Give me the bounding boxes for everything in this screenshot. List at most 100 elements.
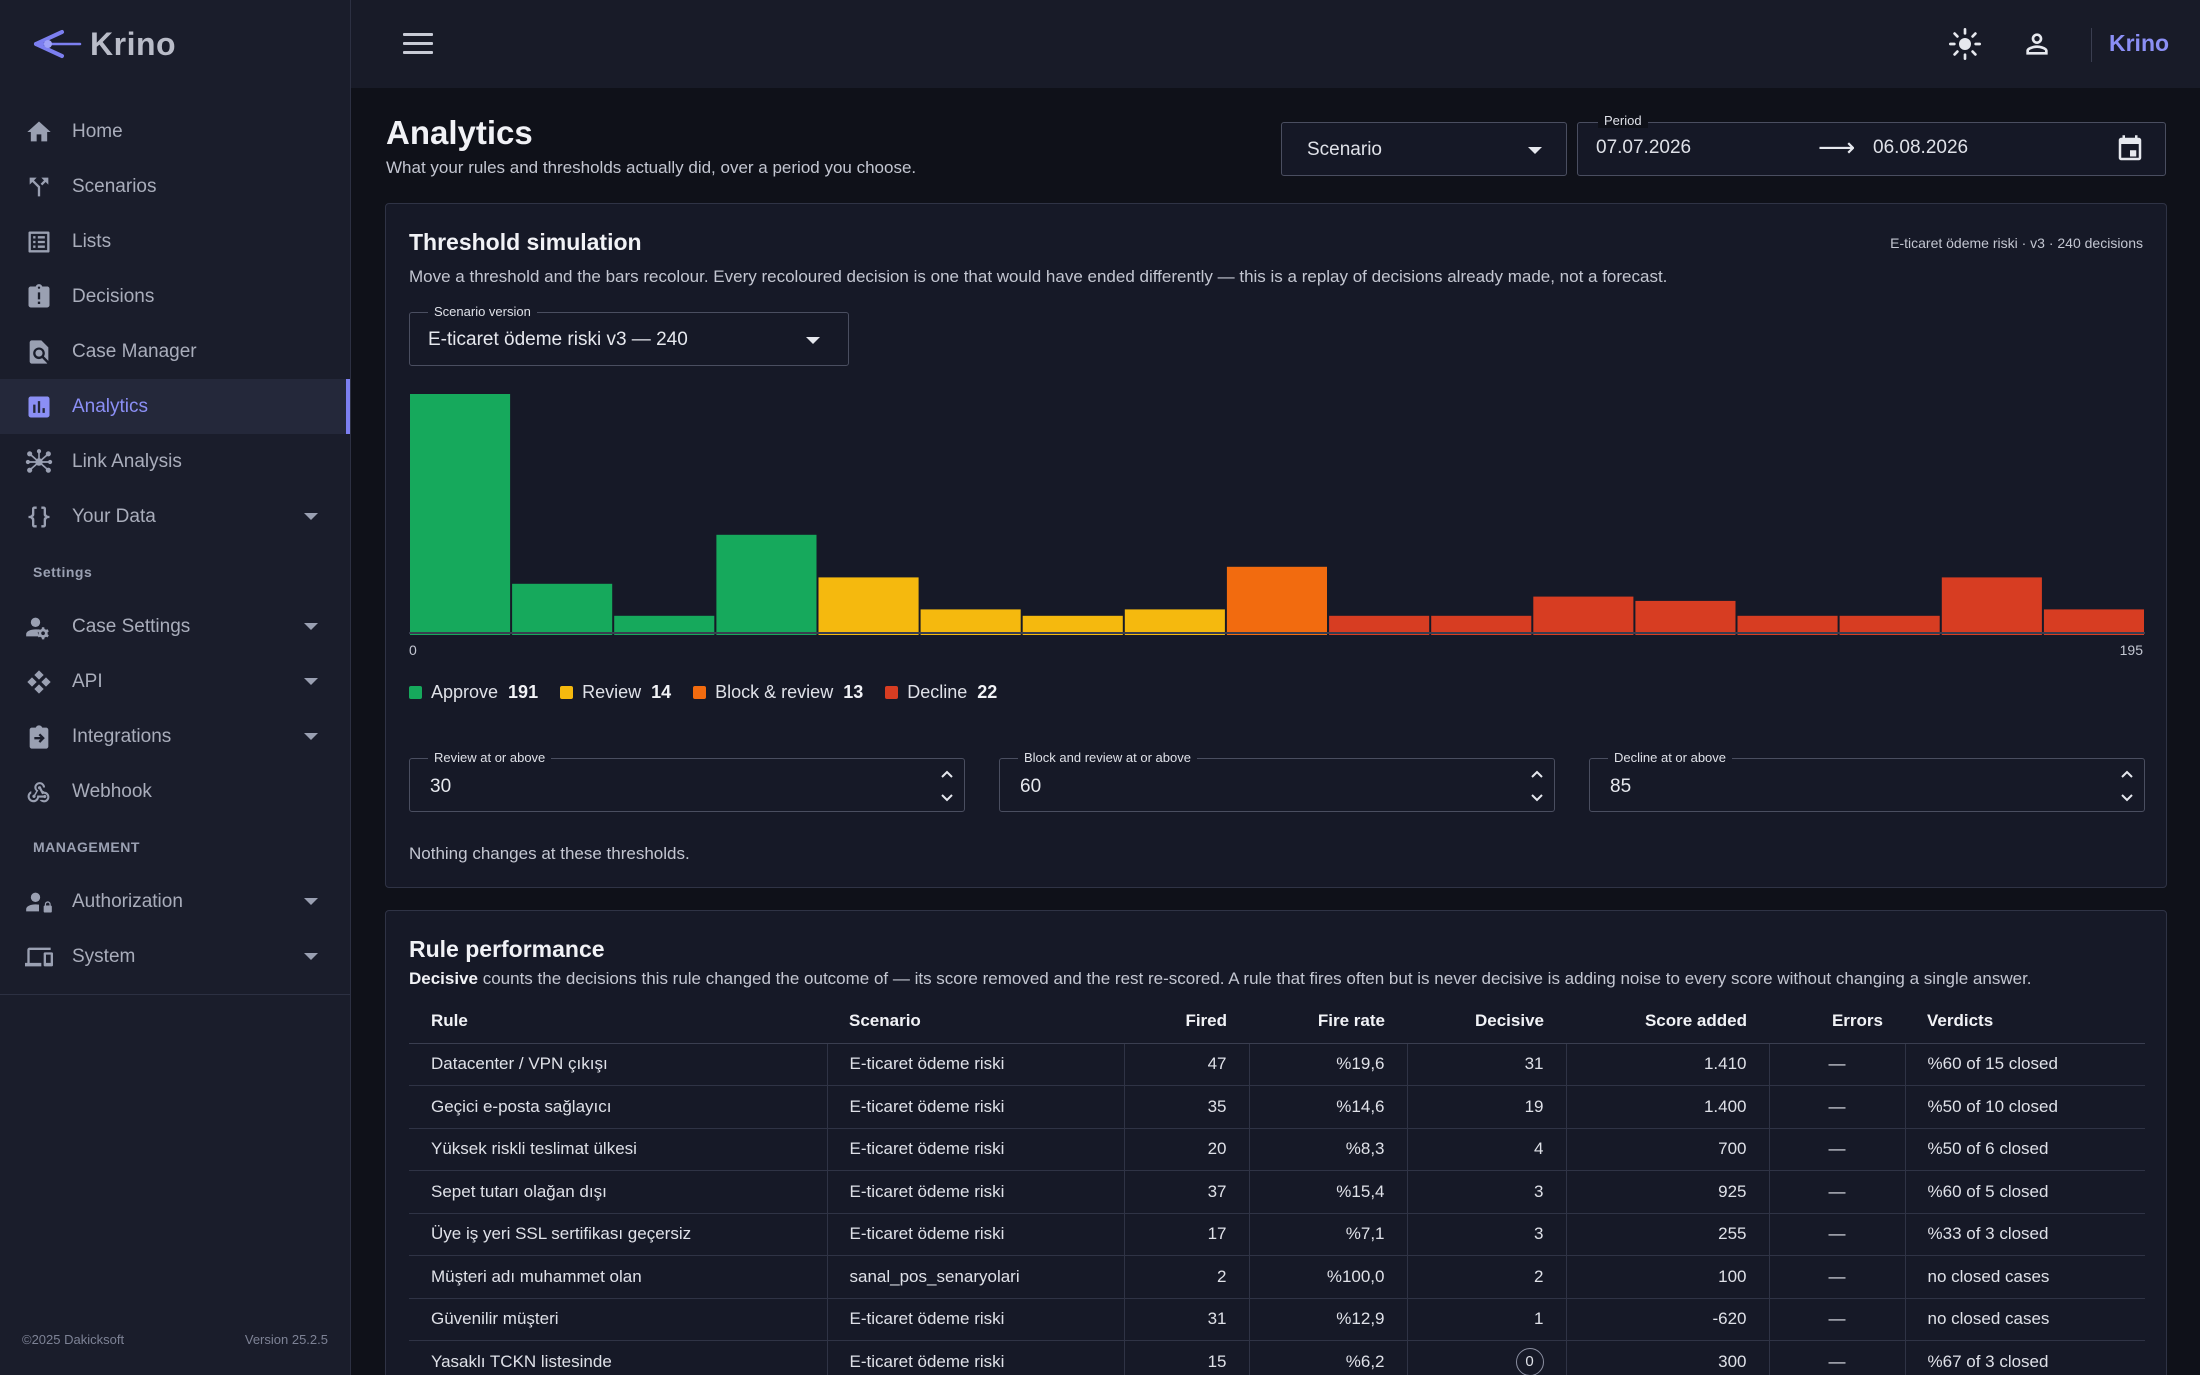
column-header[interactable]: Verdicts [1905,999,2145,1044]
rule-name-cell: Sepet tutarı olağan dışı [409,1170,827,1214]
account-button[interactable] [2021,28,2053,60]
legend-swatch [560,686,574,699]
version-text: Version 25.2.5 [244,1332,328,1347]
table-row[interactable]: Geçici e-posta sağlayıcı E-ticaret ödeme … [409,1085,2145,1129]
page-title: Analytics [386,114,533,151]
sidebar-item-case-manager[interactable]: Case Manager [0,324,350,379]
chevron-down-icon [304,898,318,905]
decisive-cell: 0 [1406,1340,1566,1375]
rule-name-cell: Yüksek riskli teslimat ülkesi [409,1128,827,1171]
scenario-version-select[interactable]: Scenario version E-ticaret ödeme riski v… [409,304,849,366]
sidebar-item-authorization[interactable]: Authorization [0,874,350,929]
scenario-select[interactable]: Scenario [1281,122,1567,176]
histogram-bar[interactable] [614,615,715,635]
histogram-bar[interactable] [1839,615,1940,635]
logo-mark-icon [34,30,82,58]
sidebar-item-webhook[interactable]: Webhook [0,764,350,819]
score-added-cell: 1.410 [1565,1043,1769,1086]
table-row[interactable]: Sepet tutarı olağan dışı E-ticaret ödeme … [409,1170,2145,1214]
table-row[interactable]: Güvenilir müşteri E-ticaret ödeme riski 31… [409,1298,2145,1341]
legend-swatch [693,686,707,699]
theme-toggle-button[interactable] [1949,28,1981,60]
brand-link[interactable]: Krino [2109,30,2170,56]
review-threshold-input[interactable] [410,759,964,811]
period-to-input[interactable]: 06.08.2026 [1873,137,1969,158]
sidebar-item-analytics[interactable]: Analytics [0,379,350,434]
case-search-icon [24,337,54,367]
histogram-bar[interactable] [1226,566,1327,635]
sidebar-item-case-settings[interactable]: Case Settings [0,599,350,654]
decline-threshold-input[interactable] [1590,759,2144,811]
number-stepper[interactable] [1528,764,1546,808]
sidebar-item-decisions[interactable]: Decisions [0,269,350,324]
sidebar-item-label: Webhook [72,780,152,802]
period-range-field[interactable]: Period 07.07.2026 ⟶ 06.08.2026 [1577,113,2166,176]
home-icon [24,117,54,147]
histogram-bar[interactable] [920,609,1021,635]
list-icon [24,227,54,257]
sidebar-divider [0,994,350,995]
sidebar-item-api[interactable]: API [0,654,350,709]
histogram-bar[interactable] [2043,609,2144,635]
sidebar-item-scenarios[interactable]: Scenarios [0,159,350,214]
block-review-threshold-input[interactable] [1000,759,1554,811]
legend-item-approve: Approve 191 [409,682,538,703]
sidebar-item-your-data[interactable]: Your Data [0,489,350,544]
sidebar-item-lists[interactable]: Lists [0,214,350,269]
number-stepper[interactable] [2118,764,2136,808]
histogram-bar[interactable] [1022,615,1123,635]
sidebar-item-label: Link Analysis [72,450,182,472]
histogram-bar[interactable] [1329,615,1430,635]
table-row[interactable]: Yüksek riskli teslimat ülkesi E-ticaret ö… [409,1128,2145,1171]
legend-count: 14 [651,682,672,702]
column-header[interactable]: Decisive [1407,999,1566,1044]
period-from-input[interactable]: 07.07.2026 [1596,137,1692,158]
column-header[interactable]: Fired [1124,999,1249,1044]
block-review-threshold-field: Block and review at or above [999,750,1555,812]
verdicts-cell: no closed cases [1904,1298,2145,1341]
column-header[interactable]: Rule [409,999,827,1044]
chevron-down-icon [304,733,318,740]
sidebar-item-label: Your Data [72,505,156,527]
column-header[interactable]: Scenario [827,999,1124,1044]
logo[interactable]: Krino [32,22,176,66]
sidebar-item-link-analysis[interactable]: Link Analysis [0,434,350,489]
fork-icon [24,172,54,202]
network-icon [24,447,54,477]
histogram-bar[interactable] [818,577,919,635]
histogram-bar[interactable] [1941,577,2042,635]
scenario-select-value: Scenario [1307,139,1382,160]
number-stepper[interactable] [938,764,956,808]
calendar-icon[interactable] [2115,134,2145,164]
clipboard-alert-icon [24,282,54,312]
histogram-bar[interactable] [1533,596,1634,635]
sidebar-item-system[interactable]: System [0,929,350,984]
histogram-bar[interactable] [1635,600,1736,635]
histogram-bar[interactable] [1124,609,1225,635]
menu-toggle-button[interactable] [403,33,433,55]
histogram-bar[interactable] [410,394,511,635]
sidebar-item-home[interactable]: Home [0,104,350,159]
fire-rate-cell: %19,6 [1248,1043,1407,1086]
api-icon [24,667,54,697]
fire-rate-cell: %6,2 [1248,1340,1407,1375]
table-row[interactable]: Yasaklı TCKN listesinde E-ticaret ödeme r… [409,1340,2145,1375]
scenario-cell: E-ticaret ödeme riski [826,1213,1124,1256]
histogram-bar[interactable] [512,583,613,635]
histogram-bar[interactable] [716,534,817,635]
card-description: Decisive counts the decisions this rule … [409,969,2032,989]
hamburger-line [403,33,433,36]
column-header[interactable]: Fire rate [1249,999,1407,1044]
column-header[interactable]: Score added [1566,999,1769,1044]
table-row[interactable]: Müşteri adı muhammet olan sanal_pos_senar… [409,1255,2145,1299]
sidebar-item-integrations[interactable]: Integrations [0,709,350,764]
sidebar-item-label: Home [72,120,123,142]
scenario-cell: E-ticaret ödeme riski [826,1128,1124,1171]
histogram-bar[interactable] [1431,615,1532,635]
table-row[interactable]: Datacenter / VPN çıkışı E-ticaret ödeme r… [409,1043,2145,1086]
page-subtitle: What your rules and thresholds actually … [386,158,917,177]
histogram-bar[interactable] [1737,615,1838,635]
rule-name-cell: Yasaklı TCKN listesinde [409,1340,827,1375]
column-header[interactable]: Errors [1769,999,1905,1044]
table-row[interactable]: Üye iş yeri SSL sertifikası geçersiz E-ti… [409,1213,2145,1256]
